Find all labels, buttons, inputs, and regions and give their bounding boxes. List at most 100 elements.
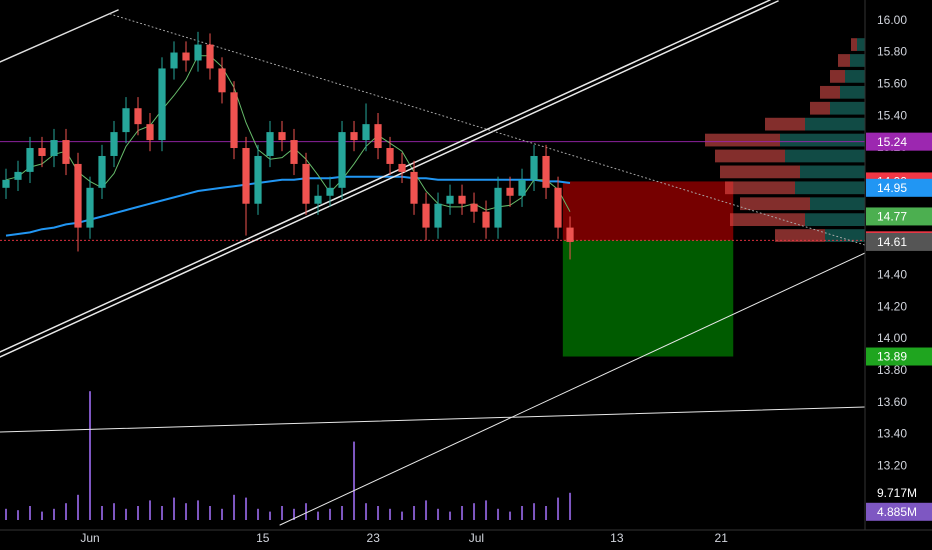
volume-bar — [449, 511, 452, 520]
candle-body — [2, 179, 10, 188]
candle-body — [494, 187, 502, 228]
candle-body — [350, 132, 358, 141]
profile-up — [780, 133, 865, 147]
x-tick-label: 13 — [610, 531, 624, 545]
price-tag-label: 15.24 — [877, 135, 907, 149]
candle-body — [158, 68, 166, 141]
candle-body — [326, 187, 334, 196]
x-tick-label: 21 — [715, 531, 729, 545]
target-zone — [562, 240, 734, 357]
volume-bar — [317, 511, 320, 520]
volume-bar — [485, 500, 488, 520]
foreground-layer — [2, 31, 574, 260]
volume-tag-label: 9.717M — [877, 486, 917, 500]
profile-down — [725, 181, 795, 195]
candle-body — [566, 227, 574, 242]
volume-bar — [365, 503, 368, 520]
volume-bar — [41, 511, 44, 520]
candle-body — [410, 171, 418, 204]
volume-bar — [125, 508, 128, 520]
candle-body — [506, 187, 514, 196]
x-tick-label: Jul — [469, 531, 484, 545]
support-line — [279, 252, 866, 526]
volume-bar — [545, 506, 548, 520]
candle-body — [38, 148, 46, 156]
candle-body — [458, 195, 466, 204]
volume-bar — [137, 506, 140, 520]
volume-bar — [473, 503, 476, 520]
volume-bar — [245, 497, 248, 520]
candle-body — [230, 92, 238, 149]
volume-tag-label: 4.885M — [877, 505, 917, 519]
profile-up — [825, 229, 865, 242]
y-tick-label: 13.80 — [877, 363, 907, 377]
volume-bar — [569, 492, 572, 520]
y-tick-label: 13.60 — [877, 395, 907, 409]
price-tag-label: 14.95 — [877, 181, 907, 195]
trend-line — [0, 9, 119, 63]
volume-bar — [233, 494, 236, 520]
profile-up — [795, 181, 865, 195]
volume-bar — [257, 508, 260, 520]
volume-bar — [497, 508, 500, 520]
profile-up — [845, 70, 865, 83]
volume-bar — [29, 506, 32, 520]
candle-body — [146, 124, 154, 141]
x-tick-label: Jun — [80, 531, 99, 545]
volume-bar — [509, 511, 512, 520]
candle-body — [446, 195, 454, 204]
candle-body — [434, 203, 442, 228]
candle-body — [530, 155, 538, 180]
candle-body — [14, 171, 22, 180]
y-tick-label: 14.40 — [877, 268, 907, 282]
price-tag — [866, 207, 932, 226]
candle-body — [554, 187, 562, 228]
profile-down — [810, 101, 830, 115]
candle-body — [62, 140, 70, 164]
x-tick-label: 15 — [256, 531, 270, 545]
resistance-line — [109, 13, 866, 246]
candle-body — [50, 140, 58, 156]
y-tick-label: 14.20 — [877, 299, 907, 313]
profile-down — [851, 38, 857, 51]
candle-body — [518, 179, 526, 196]
profile-down — [838, 54, 850, 67]
candle-body — [254, 155, 262, 204]
y-tick-label: 15.80 — [877, 45, 907, 59]
profile-down — [765, 117, 805, 131]
volume-bar — [101, 506, 104, 520]
volume-bar — [353, 441, 356, 520]
profile-up — [785, 149, 865, 163]
y-tick-label: 16.00 — [877, 13, 907, 27]
candle-body — [206, 44, 214, 69]
profile-up — [805, 213, 865, 227]
volume-bar — [89, 391, 92, 520]
profile-up — [857, 38, 865, 51]
volume-bar — [65, 503, 68, 520]
candle-body — [170, 52, 178, 69]
profile-down — [705, 133, 780, 147]
volume-tag — [866, 502, 932, 521]
volume-bar — [149, 500, 152, 520]
candle-body — [98, 155, 106, 188]
profile-down — [715, 149, 785, 163]
volume-bar — [185, 503, 188, 520]
volume-bar — [5, 508, 8, 520]
profile-down — [775, 229, 825, 242]
profile-up — [830, 101, 865, 115]
volume-bar — [401, 511, 404, 520]
volume-bar — [161, 506, 164, 520]
volume-bar — [221, 508, 224, 520]
x-tick-label: 23 — [367, 531, 381, 545]
price-tag — [866, 132, 932, 151]
candle-body — [338, 132, 346, 188]
channel-line — [0, 0, 771, 353]
candle-body — [266, 132, 274, 156]
volume-bar — [533, 503, 536, 520]
stop-zone — [562, 181, 734, 241]
candle-body — [182, 52, 190, 61]
profile-up — [800, 165, 865, 179]
profile-down — [740, 197, 810, 211]
